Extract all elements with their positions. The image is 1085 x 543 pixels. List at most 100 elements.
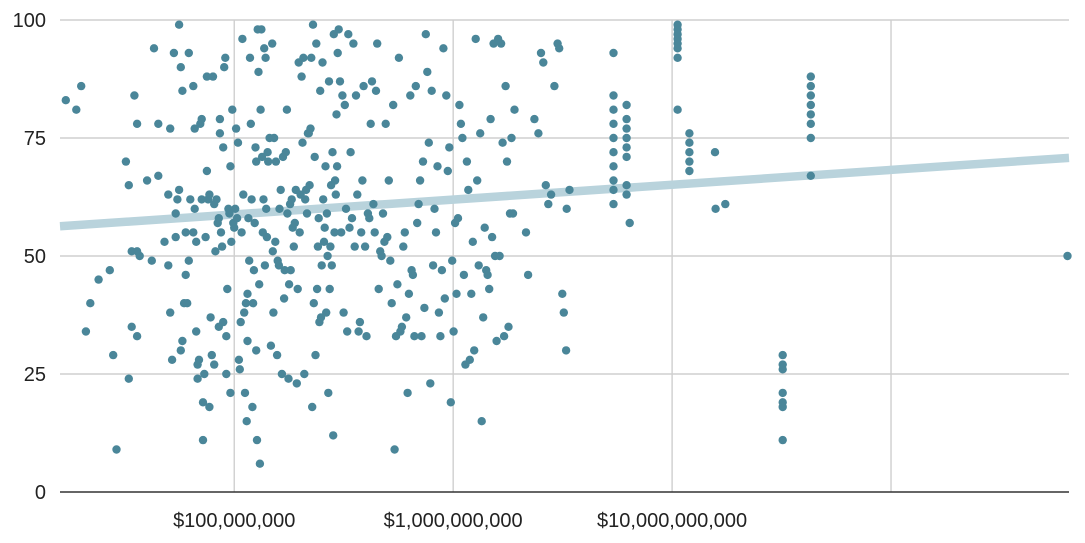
- data-point: [312, 284, 322, 294]
- data-point: [181, 270, 190, 280]
- data-point: [377, 251, 386, 261]
- data-point: [247, 195, 256, 204]
- data-point: [1063, 251, 1072, 261]
- data-point: [399, 242, 408, 251]
- data-point: [299, 53, 308, 62]
- data-point: [308, 402, 317, 412]
- data-point: [449, 327, 458, 336]
- data-point: [321, 162, 330, 171]
- data-point: [205, 402, 214, 412]
- data-point: [343, 327, 352, 336]
- data-point: [485, 284, 494, 294]
- data-point: [346, 148, 355, 157]
- data-point: [544, 199, 553, 209]
- data-point: [214, 214, 223, 223]
- data-point: [109, 350, 118, 360]
- data-point: [622, 190, 631, 199]
- data-point: [243, 336, 252, 346]
- data-point: [622, 114, 631, 124]
- data-point: [334, 25, 343, 34]
- data-point: [355, 317, 365, 327]
- data-point: [778, 435, 787, 445]
- y-tick-label: 50: [24, 246, 46, 268]
- data-point: [194, 355, 204, 364]
- data-point: [268, 39, 277, 48]
- data-point: [609, 48, 618, 58]
- data-point: [220, 62, 229, 72]
- data-point: [287, 195, 296, 204]
- data-point: [453, 214, 463, 223]
- data-point: [507, 133, 516, 143]
- data-point: [609, 119, 618, 128]
- data-point: [264, 157, 273, 166]
- data-point: [320, 223, 329, 232]
- data-point: [252, 157, 261, 166]
- data-point: [173, 195, 182, 204]
- data-point: [327, 261, 336, 270]
- data-point: [280, 266, 289, 275]
- data-point: [252, 435, 262, 445]
- data-point: [479, 313, 488, 322]
- data-point: [208, 72, 218, 81]
- data-point: [459, 270, 469, 280]
- data-point: [476, 129, 485, 138]
- data-point: [215, 129, 225, 138]
- data-point: [408, 270, 418, 280]
- data-point: [332, 162, 342, 171]
- data-point: [227, 237, 236, 246]
- data-point: [186, 195, 195, 204]
- data-point: [390, 445, 399, 454]
- data-point: [207, 350, 216, 360]
- data-point: [462, 157, 472, 166]
- data-point: [431, 228, 441, 237]
- data-point: [223, 284, 232, 294]
- data-point: [778, 350, 787, 360]
- data-point: [446, 398, 455, 407]
- data-point: [105, 266, 115, 275]
- data-point: [402, 313, 411, 322]
- data-point: [341, 204, 351, 213]
- data-point: [202, 72, 212, 81]
- data-point: [240, 388, 250, 398]
- data-points: [61, 20, 1072, 468]
- data-point: [222, 369, 231, 379]
- data-point: [421, 30, 430, 39]
- data-point: [546, 190, 556, 199]
- data-point: [260, 261, 270, 270]
- data-point: [221, 53, 230, 62]
- data-point: [609, 133, 618, 143]
- data-point: [236, 317, 245, 327]
- data-point: [541, 181, 550, 190]
- data-point: [345, 223, 354, 232]
- data-point: [428, 261, 438, 270]
- data-point: [622, 124, 631, 133]
- data-point: [193, 374, 202, 383]
- data-point: [387, 299, 396, 308]
- data-point: [293, 284, 302, 294]
- data-point: [298, 138, 307, 147]
- data-point: [231, 124, 241, 133]
- data-point: [521, 228, 531, 237]
- data-point: [349, 39, 358, 48]
- data-point: [266, 341, 276, 350]
- data-point: [121, 157, 131, 166]
- data-point: [234, 355, 244, 364]
- data-point: [252, 346, 261, 355]
- data-point: [239, 190, 248, 199]
- data-point: [300, 369, 309, 379]
- data-point: [271, 157, 281, 166]
- data-point: [354, 327, 363, 336]
- data-point: [357, 228, 366, 237]
- data-point: [317, 261, 326, 270]
- data-point: [437, 266, 447, 275]
- data-point: [609, 199, 618, 209]
- y-axis-tick-labels: 0 25 50 75 100: [13, 10, 46, 504]
- data-point: [226, 162, 235, 171]
- data-point: [290, 218, 299, 228]
- data-point: [555, 44, 564, 53]
- data-point: [237, 228, 246, 237]
- data-point: [295, 228, 304, 237]
- data-point: [465, 355, 474, 364]
- data-point: [206, 313, 215, 322]
- y-tick-label: 0: [35, 482, 46, 504]
